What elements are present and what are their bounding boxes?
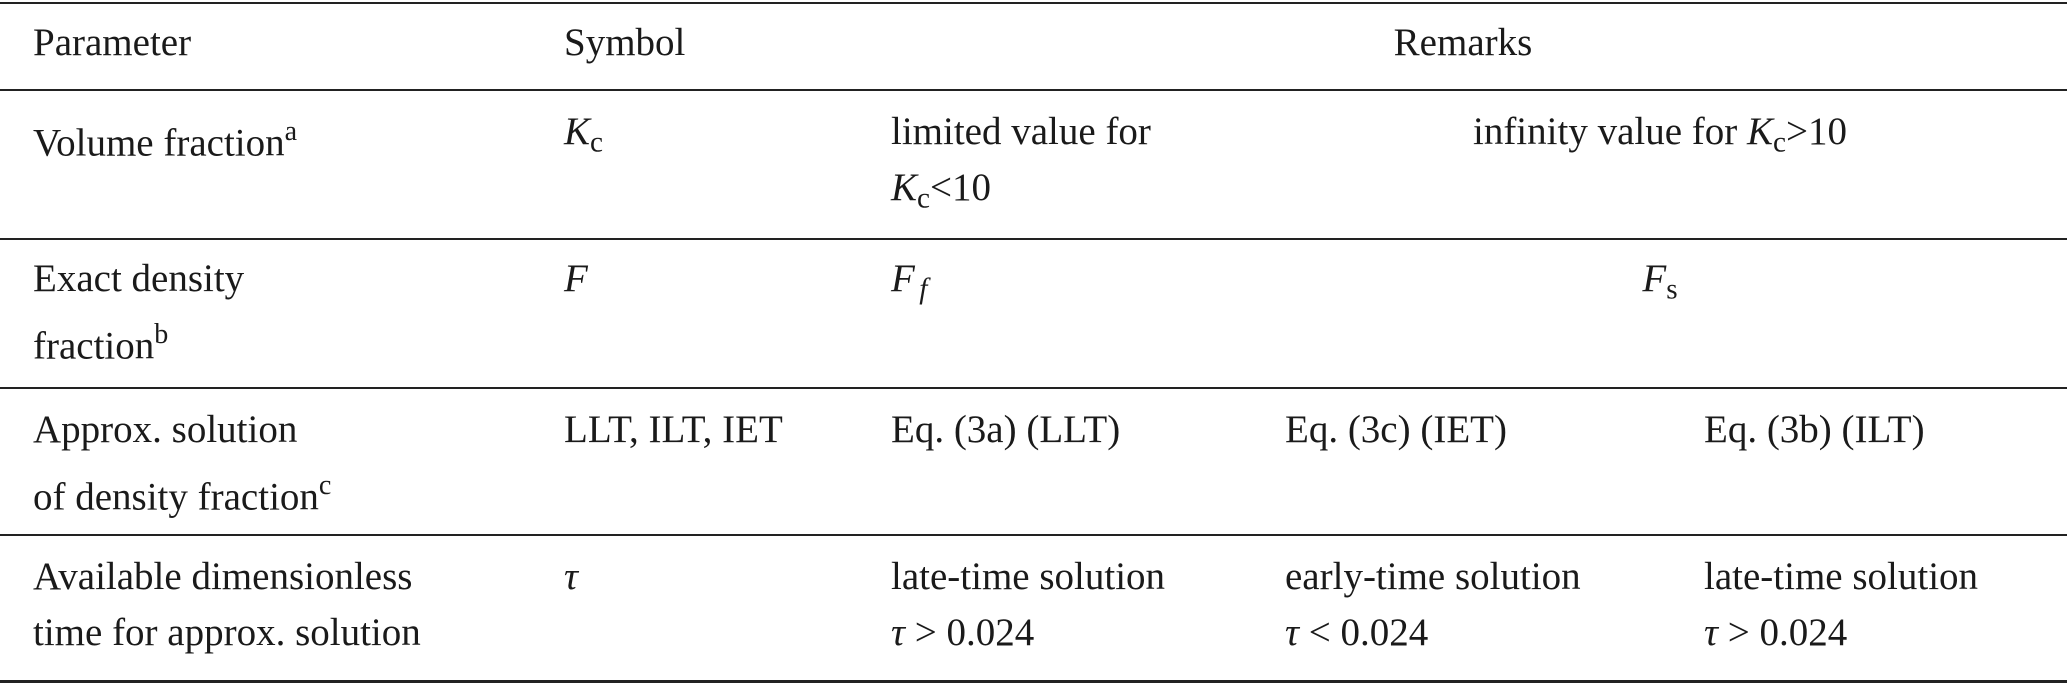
remark-cell: limited value for Kc<10	[891, 104, 1151, 226]
remark-cell: early-time solution τ < 0.024	[1285, 549, 1581, 661]
text: time for approx. solution	[33, 611, 421, 654]
text: late-time solution	[1704, 555, 1979, 598]
header-rule	[0, 89, 2067, 91]
remark-cell: late-time solution τ > 0.024	[1704, 549, 1978, 661]
text: >10	[1786, 110, 1847, 153]
text: late-time solution	[891, 555, 1166, 598]
text: Volume fraction	[33, 121, 285, 165]
subscript: f	[919, 273, 928, 306]
symbol: K	[1747, 110, 1774, 153]
subscript: c	[1773, 126, 1786, 159]
text: of density fraction	[33, 475, 319, 519]
subscript: c	[590, 126, 603, 159]
remark-cell: Eq. (3c) (IET)	[1285, 408, 1507, 451]
remark-cell: Fs	[1285, 251, 2035, 317]
symbol: F	[1642, 257, 1667, 300]
subscript: s	[1666, 273, 1678, 306]
symbol-cell: Kc	[564, 104, 603, 170]
remark-cell: infinity value for Kc>10	[1285, 104, 2035, 170]
text: Exact density	[33, 257, 245, 300]
symbol: τ	[1704, 611, 1718, 654]
parameter-cell: Available dimensionless time for approx. …	[33, 549, 421, 661]
parameter-cell: Volume fractiona	[33, 104, 297, 171]
remark-cell: Eq. (3b) (ILT)	[1704, 408, 1925, 451]
text: > 0.024	[914, 611, 1035, 654]
text: fraction	[33, 324, 155, 368]
text: early-time solution	[1285, 555, 1581, 598]
symbol: τ	[1285, 611, 1299, 654]
symbol-cell: τ	[564, 555, 578, 598]
footnote-mark: b	[154, 319, 169, 350]
text: limited value for	[891, 110, 1151, 153]
header-cell: Remarks	[1393, 21, 1533, 64]
footnote-mark: c	[318, 470, 332, 501]
symbol-cell: LLT, ILT, IET	[564, 408, 783, 451]
top-rule	[0, 2, 2067, 4]
text: Available dimensionless	[33, 555, 413, 598]
header-cell: Parameter	[33, 21, 192, 64]
text: infinity value for	[1472, 110, 1738, 153]
text: <10	[930, 166, 991, 209]
row-rule	[0, 238, 2067, 240]
footnote-mark: a	[284, 116, 298, 147]
parameter-cell: Exact density fractionb	[33, 251, 244, 374]
symbol: τ	[891, 611, 905, 654]
remark-cell: Eq. (3a) (LLT)	[891, 408, 1121, 451]
text: > 0.024	[1727, 611, 1848, 654]
bottom-rule	[0, 680, 2067, 683]
symbol: F	[891, 257, 915, 300]
symbol: K	[891, 166, 918, 209]
subscript: c	[917, 182, 930, 215]
text: Approx. solution	[33, 408, 298, 451]
symbol-cell: F	[564, 257, 588, 300]
header-cell: Symbol	[564, 21, 686, 64]
row-rule	[0, 534, 2067, 536]
row-rule	[0, 387, 2067, 389]
remark-cell: late-time solution τ > 0.024	[891, 549, 1165, 661]
parameter-cell: Approx. solution of density fractionc	[33, 402, 331, 525]
text: < 0.024	[1308, 611, 1429, 654]
symbol: K	[564, 110, 591, 153]
